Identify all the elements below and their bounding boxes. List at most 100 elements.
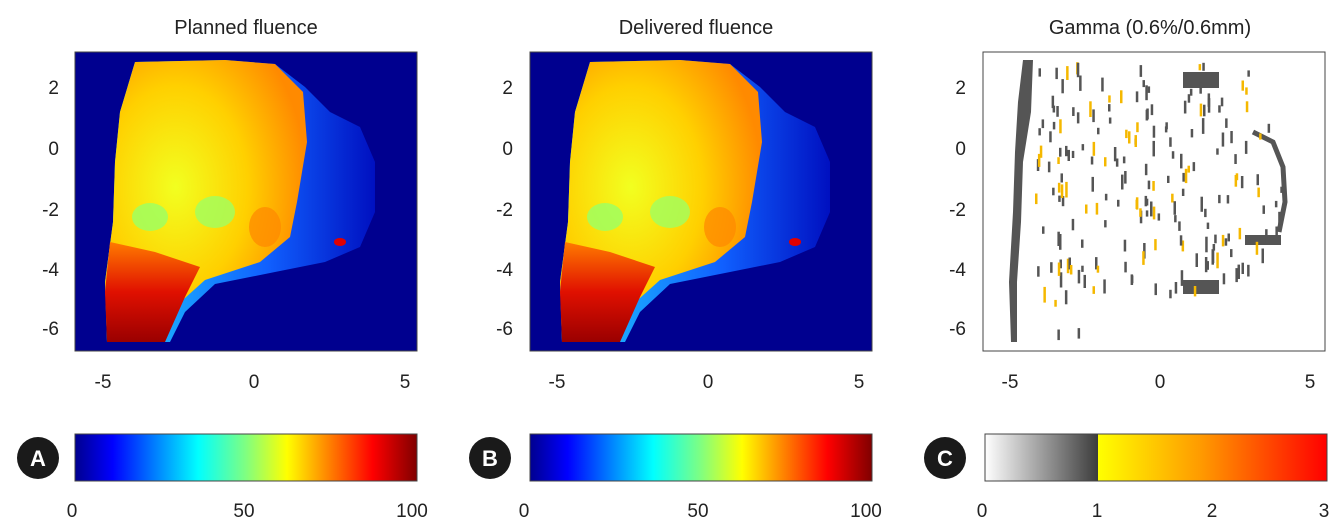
gamma-mark — [1218, 194, 1221, 204]
gamma-mark — [1193, 286, 1197, 297]
gamma-mark — [1037, 266, 1040, 277]
gamma-mark — [1145, 109, 1149, 121]
gamma-mark — [1139, 65, 1143, 77]
gamma-mark — [1081, 239, 1084, 248]
panel-b-ytick-0: 0 — [502, 139, 513, 160]
gamma-mark — [1182, 172, 1185, 182]
gamma-mark — [1152, 206, 1156, 220]
panel-b-warm-spot — [704, 207, 736, 247]
panel-a-warm-spot — [249, 207, 281, 247]
gamma-mark — [1134, 135, 1137, 147]
gamma-mark — [1071, 218, 1075, 231]
gamma-mark — [1052, 105, 1056, 113]
gamma-mark — [1123, 239, 1127, 252]
gamma-mark — [1150, 201, 1153, 217]
panel-a-title: Planned fluence — [174, 17, 317, 39]
panel-c-colorbar-ticks: 0 1 2 3 — [977, 501, 1330, 522]
gamma-mark — [1206, 222, 1210, 229]
panel-b-cool-spot-2 — [650, 196, 690, 228]
gamma-mark — [1081, 144, 1085, 151]
gamma-mark — [1204, 208, 1207, 218]
panel-c-colorbar — [984, 433, 1328, 482]
gamma-mark — [1190, 129, 1194, 138]
panel-a-label: A — [30, 446, 46, 471]
gamma-mark — [1204, 257, 1208, 273]
gamma-mark — [1124, 171, 1127, 184]
gamma-mark — [1225, 118, 1228, 128]
gamma-mark — [1259, 133, 1262, 140]
gamma-mark — [1081, 265, 1084, 272]
panel-c: Gamma (0.6%/0.6mm) 2 0 -2 -4 -6 -5 0 5 — [924, 17, 1329, 522]
panel-b-ytick-m2: -2 — [496, 200, 513, 221]
panel-c-cbar-tick-1: 1 — [1092, 501, 1103, 522]
gamma-mark — [1241, 80, 1244, 91]
panel-c-x-ticks: -5 0 5 — [1002, 372, 1316, 393]
panel-b: Delivered fluence 2 0 -2 -4 -6 -5 0 5 — [469, 17, 882, 522]
panel-c-xtick-5: 5 — [1305, 372, 1316, 393]
gamma-mark — [1104, 157, 1107, 167]
panel-b-xtick-5: 5 — [854, 372, 865, 393]
panel-c-gamma-field — [1009, 60, 1288, 342]
gamma-mark — [1069, 265, 1073, 275]
gamma-mark — [1199, 82, 1203, 89]
gamma-mark — [1085, 204, 1088, 214]
gamma-mark — [1136, 122, 1139, 133]
gamma-mark — [1145, 210, 1149, 217]
gamma-mark — [1104, 193, 1108, 201]
gamma-mark — [1108, 95, 1111, 103]
gamma-mark — [1235, 268, 1238, 283]
panel-b-cbar-tick-50: 50 — [687, 501, 708, 522]
gamma-mark — [1092, 286, 1095, 294]
gamma-mark — [1059, 147, 1062, 157]
gamma-mark — [1113, 147, 1117, 162]
panel-a-ytick-m6: -6 — [42, 319, 59, 340]
gamma-mark — [1143, 243, 1146, 259]
gamma-mark — [1128, 131, 1131, 144]
panel-c-right-block — [1245, 235, 1281, 245]
gamma-mark — [1226, 195, 1230, 204]
gamma-mark — [1216, 252, 1219, 269]
gamma-mark — [1108, 117, 1112, 124]
gamma-mark — [1121, 174, 1124, 190]
gamma-mark — [1152, 140, 1155, 157]
panel-b-badge: B — [469, 437, 511, 479]
gamma-mark — [1247, 70, 1250, 77]
gamma-mark — [1041, 119, 1045, 129]
panel-c-ytick-m6: -6 — [949, 319, 966, 340]
gamma-mark — [1171, 193, 1174, 203]
gamma-mark — [1061, 196, 1065, 207]
gamma-mark — [1067, 149, 1070, 161]
gamma-mark — [1169, 289, 1172, 299]
gamma-mark — [1035, 193, 1038, 205]
gamma-mark — [1154, 283, 1157, 296]
gamma-mark — [1077, 269, 1081, 284]
gamma-mark — [1165, 122, 1168, 130]
panel-b-fluence-field — [560, 60, 830, 342]
gamma-mark — [1092, 109, 1095, 123]
panel-a-cbar-tick-0: 0 — [67, 501, 78, 522]
gamma-mark — [1066, 258, 1070, 274]
gamma-mark — [1174, 282, 1178, 294]
gamma-mark — [1174, 215, 1177, 223]
gamma-mark — [1125, 129, 1128, 139]
gamma-mark — [1227, 233, 1230, 242]
gamma-mark — [1195, 253, 1198, 267]
panel-a-cbar-tick-50: 50 — [233, 501, 254, 522]
panel-a-ytick-m2: -2 — [42, 200, 59, 221]
panel-a-colorbar — [74, 433, 418, 482]
gamma-mark — [1060, 173, 1063, 183]
gamma-mark — [1245, 101, 1249, 113]
gamma-mark — [1240, 176, 1244, 189]
gamma-mark — [1262, 205, 1265, 214]
gamma-mark — [1079, 75, 1082, 91]
gamma-mark — [1059, 119, 1062, 134]
gamma-mark — [1103, 279, 1106, 294]
gamma-mark — [1255, 241, 1259, 255]
gamma-mark — [1059, 234, 1062, 250]
gamma-mark — [1108, 104, 1111, 112]
gamma-mark — [1267, 123, 1271, 133]
gamma-mark — [1054, 299, 1057, 307]
panel-b-heatmap — [530, 52, 872, 351]
gamma-mark — [1200, 196, 1203, 212]
gamma-mark — [1052, 187, 1055, 196]
